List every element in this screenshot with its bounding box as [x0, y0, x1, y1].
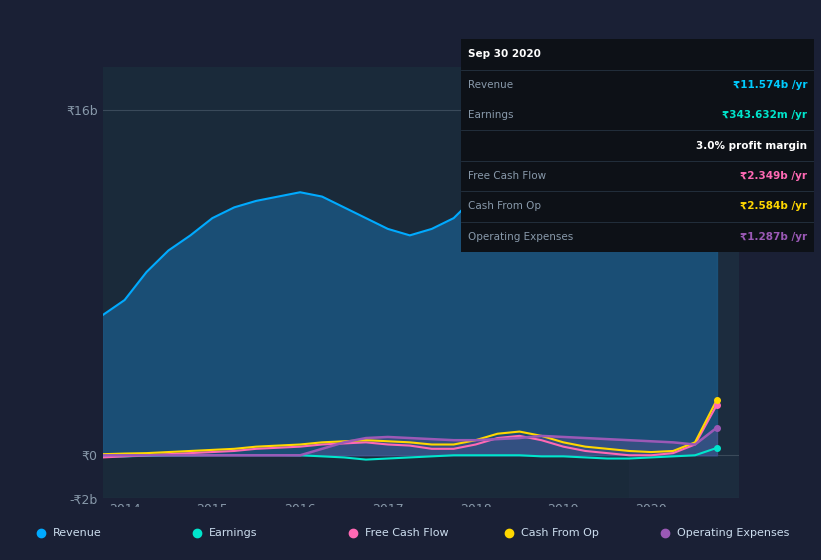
Bar: [629, 67, 782, 498]
Text: ₹2.349b /yr: ₹2.349b /yr: [741, 171, 807, 181]
Text: ₹343.632m /yr: ₹343.632m /yr: [722, 110, 807, 120]
Text: Revenue: Revenue: [469, 80, 514, 90]
Text: 3.0% profit margin: 3.0% profit margin: [696, 141, 807, 151]
Text: ₹2.584b /yr: ₹2.584b /yr: [741, 202, 807, 211]
Text: Free Cash Flow: Free Cash Flow: [469, 171, 547, 181]
Text: Sep 30 2020: Sep 30 2020: [469, 49, 541, 59]
Text: Cash From Op: Cash From Op: [469, 202, 542, 211]
Text: Earnings: Earnings: [469, 110, 514, 120]
Text: Revenue: Revenue: [53, 529, 102, 538]
Text: Operating Expenses: Operating Expenses: [677, 529, 790, 538]
Text: Earnings: Earnings: [209, 529, 258, 538]
Text: Cash From Op: Cash From Op: [521, 529, 599, 538]
Text: Operating Expenses: Operating Expenses: [469, 232, 574, 242]
Text: ₹11.574b /yr: ₹11.574b /yr: [733, 80, 807, 90]
Text: ₹1.287b /yr: ₹1.287b /yr: [741, 232, 807, 242]
Text: Free Cash Flow: Free Cash Flow: [365, 529, 449, 538]
